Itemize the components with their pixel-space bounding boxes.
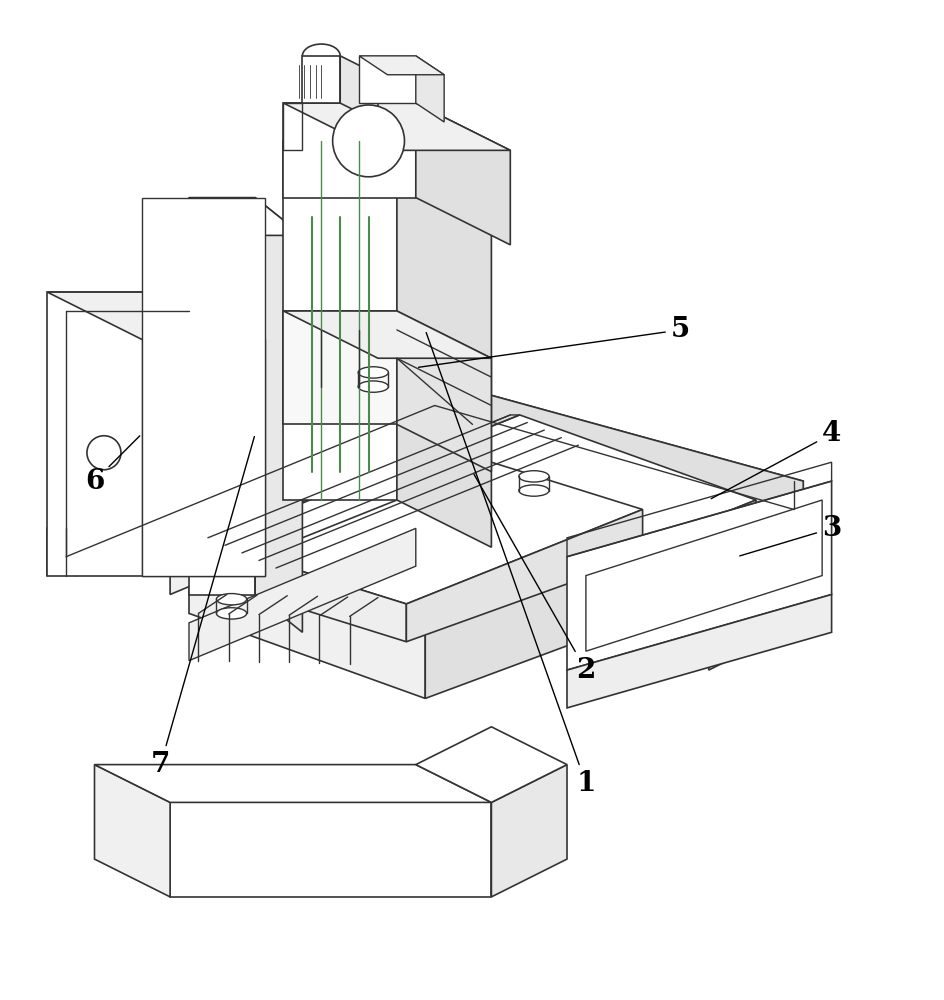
Polygon shape <box>283 103 510 150</box>
Ellipse shape <box>216 608 246 619</box>
Ellipse shape <box>518 485 548 496</box>
Polygon shape <box>255 462 642 604</box>
Ellipse shape <box>358 367 388 378</box>
Polygon shape <box>396 141 491 547</box>
Polygon shape <box>189 198 302 235</box>
Polygon shape <box>170 802 491 897</box>
Polygon shape <box>142 198 264 576</box>
Polygon shape <box>189 198 255 594</box>
Polygon shape <box>302 56 340 103</box>
Circle shape <box>87 436 121 470</box>
Text: 7: 7 <box>151 437 254 778</box>
Polygon shape <box>47 377 802 576</box>
Polygon shape <box>359 56 444 75</box>
Polygon shape <box>94 765 491 802</box>
Polygon shape <box>425 377 802 528</box>
Text: 2: 2 <box>473 474 595 684</box>
Polygon shape <box>283 311 396 424</box>
Polygon shape <box>415 727 566 802</box>
Polygon shape <box>283 103 415 198</box>
Polygon shape <box>189 415 755 632</box>
Polygon shape <box>585 500 821 651</box>
Polygon shape <box>425 500 755 698</box>
Text: 1: 1 <box>426 333 595 797</box>
Polygon shape <box>170 500 283 566</box>
Text: 6: 6 <box>85 436 140 495</box>
Polygon shape <box>142 339 264 576</box>
Polygon shape <box>425 481 802 623</box>
Ellipse shape <box>518 471 548 482</box>
Polygon shape <box>491 765 566 897</box>
Polygon shape <box>396 311 491 472</box>
Polygon shape <box>340 56 378 122</box>
Polygon shape <box>283 141 396 500</box>
Polygon shape <box>415 56 444 122</box>
Polygon shape <box>283 141 491 188</box>
Polygon shape <box>708 528 802 670</box>
Text: 4: 4 <box>711 420 840 499</box>
Polygon shape <box>189 528 415 661</box>
Polygon shape <box>283 311 491 358</box>
Polygon shape <box>47 292 170 576</box>
Polygon shape <box>255 557 406 642</box>
Polygon shape <box>170 500 283 594</box>
Text: 3: 3 <box>739 515 840 556</box>
Ellipse shape <box>216 594 246 605</box>
Polygon shape <box>47 292 264 339</box>
Polygon shape <box>47 377 425 576</box>
Polygon shape <box>255 198 302 632</box>
Polygon shape <box>566 594 831 708</box>
Polygon shape <box>189 547 425 698</box>
Text: 5: 5 <box>418 316 689 367</box>
Polygon shape <box>359 56 415 103</box>
Circle shape <box>332 105 404 177</box>
Polygon shape <box>566 481 831 670</box>
Ellipse shape <box>358 381 388 392</box>
Polygon shape <box>406 509 642 642</box>
Polygon shape <box>94 765 170 897</box>
Polygon shape <box>415 103 510 245</box>
